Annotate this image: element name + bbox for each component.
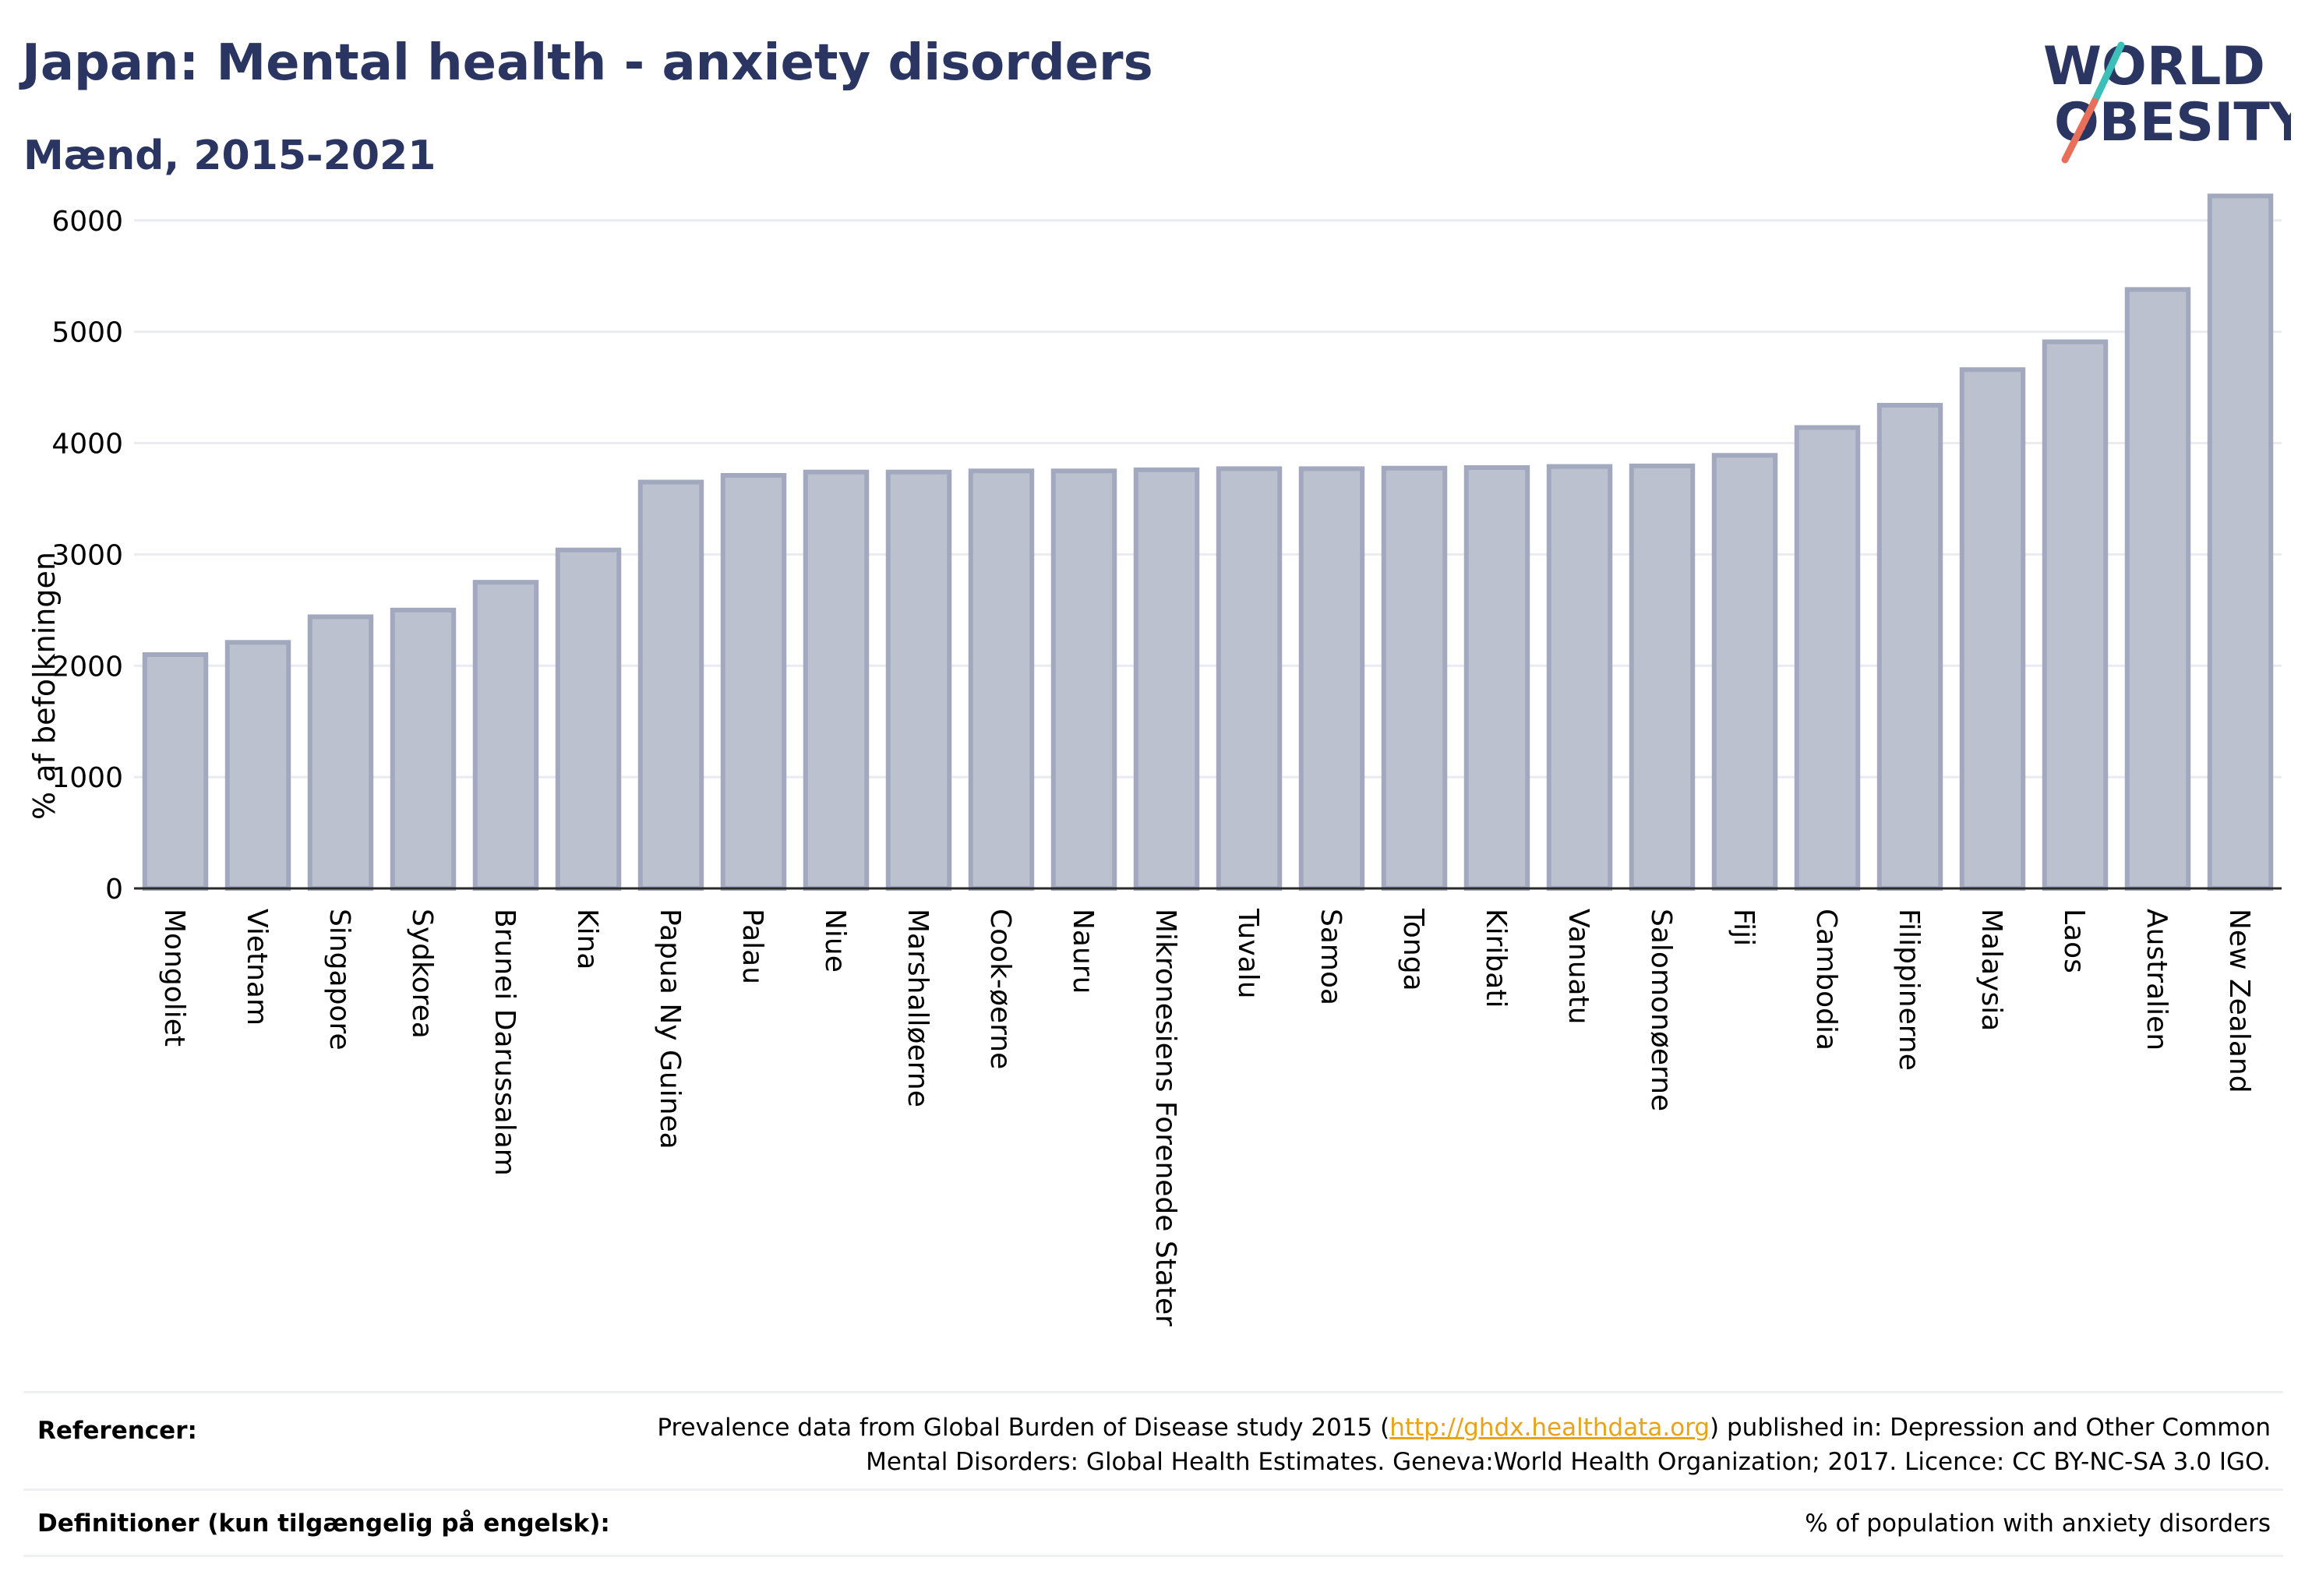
bar (555, 547, 622, 891)
x-tick-label: Papua Ny Guinea (654, 909, 686, 1149)
x-tick-label: Samoa (1315, 909, 1347, 1005)
gridlines (134, 219, 2282, 779)
bar (803, 469, 870, 891)
bar (142, 652, 209, 891)
x-tick-label: Filippinerne (1893, 909, 1925, 1071)
chart-title: Japan: Mental health - anxiety disorders (22, 34, 1153, 92)
bars (142, 193, 2274, 892)
x-tick-label: Sydkorea (406, 909, 438, 1039)
world-obesity-logo: WORLD OBESITY (2043, 36, 2291, 164)
references-pre: Prevalence data from Global Burden of Di… (657, 1414, 1390, 1442)
x-tick-label: Mongoliet (158, 909, 190, 1047)
references-link[interactable]: http://ghdx.healthdata.org (1389, 1414, 1710, 1442)
definitions-text: % of population with anxiety disorders (1805, 1509, 2271, 1538)
logo-slash-top (2091, 41, 2125, 105)
y-axis-label: % af befolkningen (27, 552, 62, 820)
bar (885, 469, 952, 891)
x-tick-label: Australien (2141, 909, 2173, 1050)
x-tick-label: Brunei Darussalam (489, 909, 521, 1176)
y-tick-label: 5000 (51, 317, 123, 349)
bar (307, 614, 374, 892)
x-tick-label: Cook-øerne (984, 909, 1016, 1069)
x-tick-label: Tuvalu (1232, 908, 1264, 999)
x-tick-label: Malaysia (1975, 909, 2007, 1031)
x-tick-label: Vietnam (241, 909, 273, 1026)
bar (390, 607, 457, 891)
x-tick-label: Tonga (1397, 908, 1429, 991)
x-tick-label: Cambodia (1810, 909, 1842, 1050)
bar (720, 473, 787, 891)
bar (2042, 339, 2109, 892)
bar (1794, 425, 1861, 891)
x-tick-label: Niue (819, 909, 851, 973)
bar (2124, 287, 2191, 891)
bar (968, 468, 1035, 891)
chart-subtitle: Mænd, 2015-2021 (23, 132, 436, 179)
logo-slash-bottom (2061, 97, 2099, 164)
x-tick-label: Mikronesiens Forenede Stater (1149, 909, 1181, 1326)
x-tick-label: Palau (736, 909, 768, 984)
x-tick-label: Laos (2058, 909, 2090, 973)
definitions-row: Definitioner (kun tilgængelig på engelsk… (23, 1488, 2283, 1557)
y-tick-label: 3000 (51, 539, 123, 571)
definitions-label: Definitioner (kun tilgængelig på engelsk… (37, 1509, 610, 1538)
x-tick-label: Kiribati (1480, 909, 1512, 1008)
bar (1298, 466, 1365, 891)
x-tick-label: Salomonøerne (1645, 909, 1677, 1111)
bar (1216, 466, 1283, 891)
references-line2: Mental Disorders: Global Health Estimate… (866, 1448, 2271, 1476)
y-tick-label: 6000 (51, 206, 123, 238)
y-tick-label: 0 (105, 874, 123, 906)
bar (1381, 465, 1448, 891)
bar (1876, 403, 1943, 891)
y-tick-label: 2000 (51, 651, 123, 683)
bar (2207, 193, 2274, 891)
x-tick-label: Nauru (1067, 909, 1099, 994)
y-tick-labels: 0 1000 2000 3000 4000 5000 6000 (51, 206, 123, 906)
x-tick-label: Singapore (323, 909, 355, 1050)
references-text: Prevalence data from Global Burden of Di… (657, 1411, 2271, 1479)
references-post: ) published in: Depression and Other Com… (1710, 1414, 2271, 1442)
bar (1133, 467, 1200, 891)
bar (1959, 367, 2026, 891)
bar (224, 640, 291, 891)
x-tick-label: Fiji (1728, 909, 1760, 946)
bar (1463, 465, 1530, 891)
bar (1546, 464, 1613, 891)
references-row: Referencer: Prevalence data from Global … (23, 1391, 2283, 1491)
y-tick-label: 1000 (51, 762, 123, 794)
footer-bottom-rule (23, 1555, 2283, 1557)
x-tick-labels: Mongoliet Vietnam Singapore Sydkorea Brunei … (158, 908, 2255, 1326)
y-tick-label: 4000 (51, 429, 123, 461)
logo-line1: WORLD (2043, 36, 2265, 97)
x-tick-label: New Zealand (2223, 909, 2255, 1093)
bar (1711, 453, 1778, 891)
x-tick-label: Vanuatu (1562, 909, 1594, 1025)
x-tick-label: Kina (571, 909, 603, 970)
x-tick-label: Marshalløerne (902, 909, 934, 1107)
bar-chart: 0 1000 2000 3000 4000 5000 6000 Mongoliet Vietn… (27, 193, 2282, 1326)
bar (637, 479, 704, 891)
bar (1050, 468, 1117, 891)
bar (472, 580, 539, 892)
references-label: Referencer: (37, 1417, 197, 1445)
bar (1629, 463, 1696, 891)
